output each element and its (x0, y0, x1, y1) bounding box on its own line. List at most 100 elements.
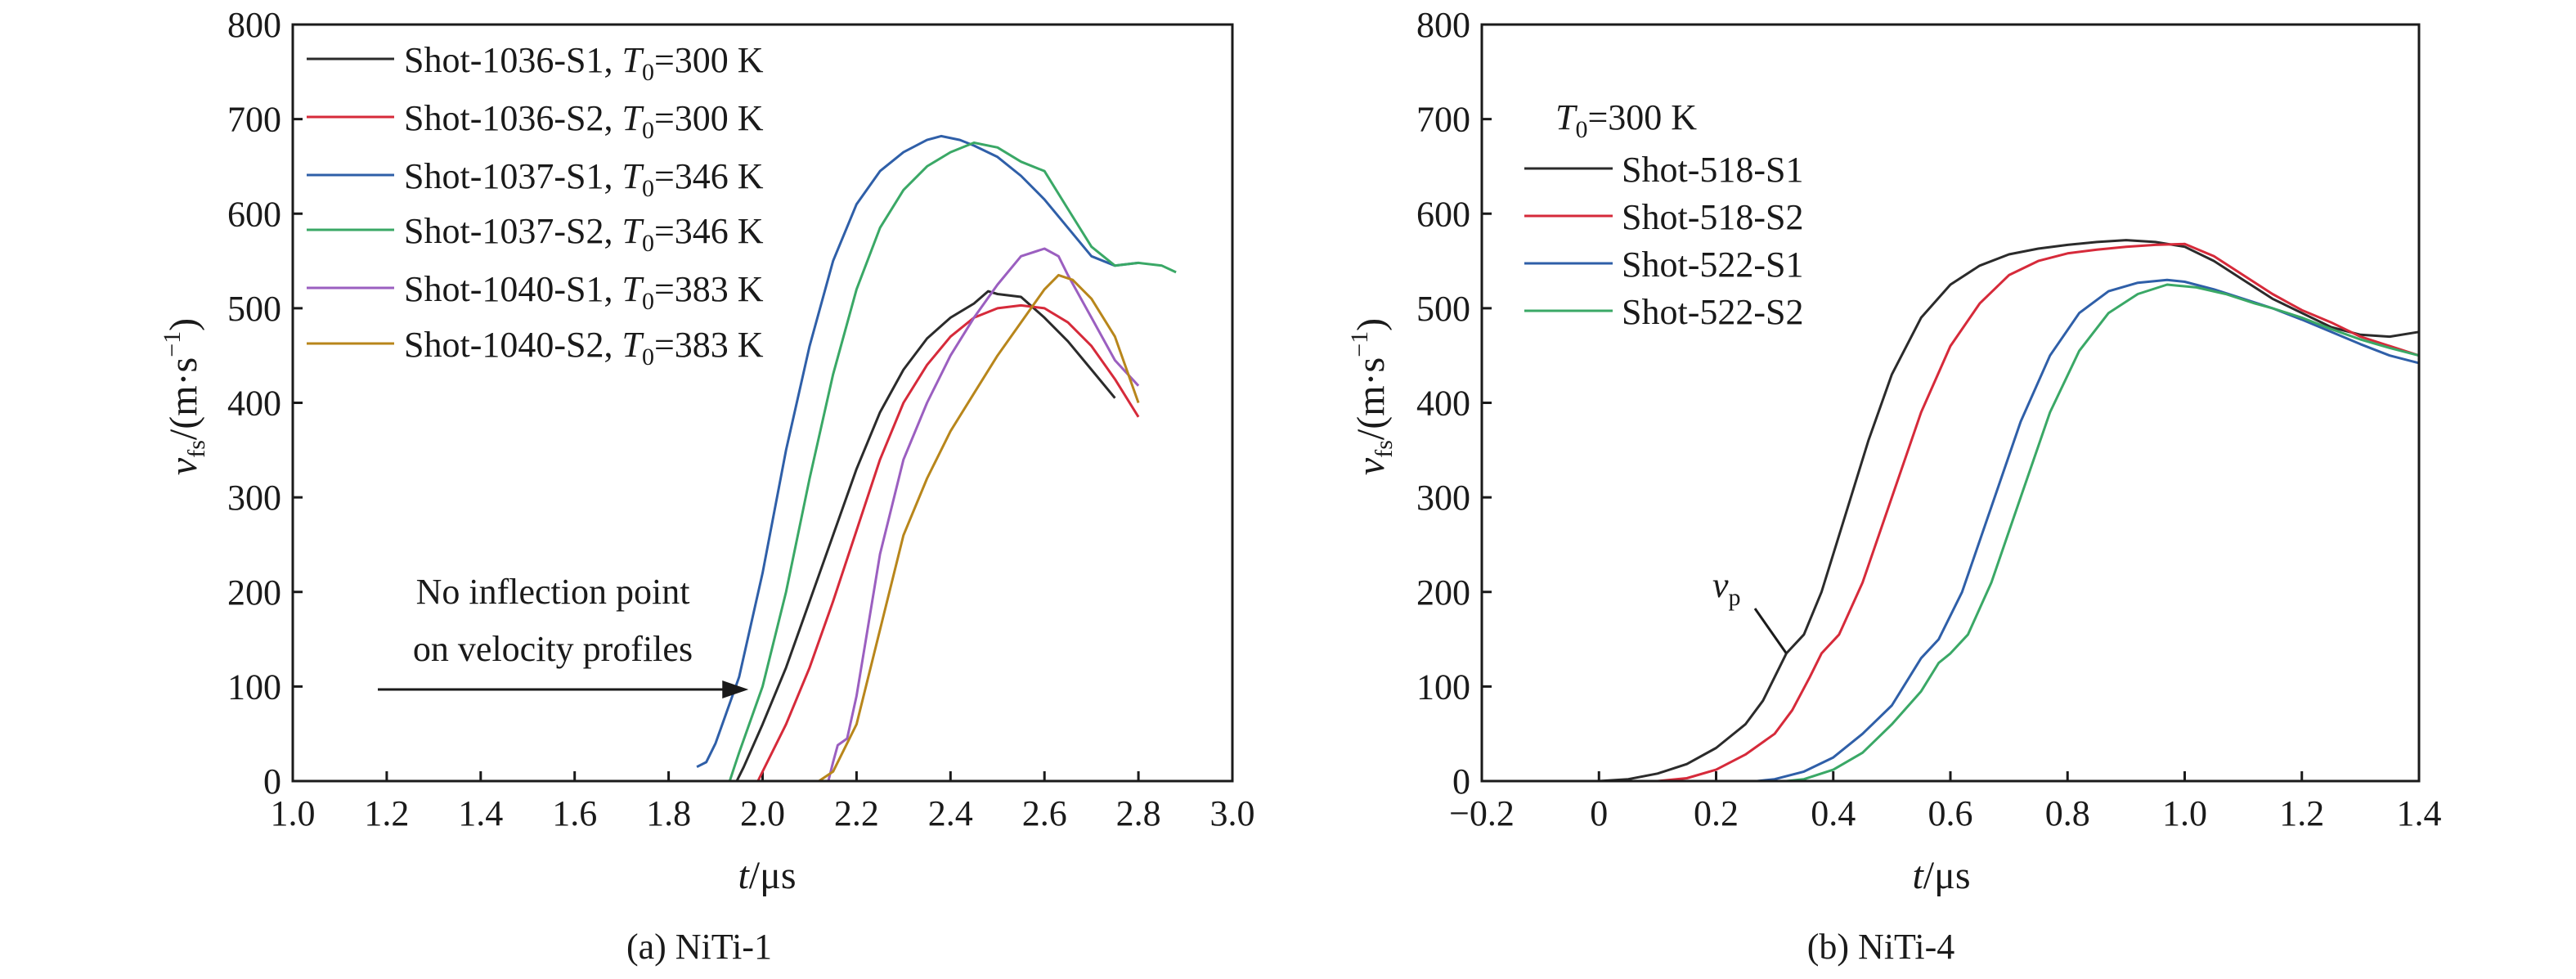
panel-b-annotation: vp (1712, 565, 1788, 654)
panel-b-x-tick-label-5: 0.8 (2045, 793, 2090, 833)
panel-a-x-tick-label-6: 2.2 (834, 793, 879, 833)
panel-a-y-tick-label-1: 100 (227, 667, 281, 707)
panel-a-y-tick-label-4: 400 (227, 384, 281, 424)
legend-item-shot-1040-s2: Shot-1040-S2, T0=383 K (307, 325, 764, 370)
panel-b-x-ticks: −0.2 0 0.2 0.4 0.6 0.8 1.0 1.2 1.4 (1449, 771, 2442, 833)
panel-a-x-tick-label-8: 2.6 (1022, 793, 1067, 833)
panel-b-y-ticks: 0 100 200 300 400 500 600 700 800 (1416, 5, 1492, 802)
panel-b-x-tick-label-7: 1.2 (2279, 793, 2324, 833)
svg-text:Shot-1040-S2, T0=383 K: Shot-1040-S2, T0=383 K (404, 325, 764, 370)
series-shot-1037-s1 (696, 134, 1139, 769)
legend-item-shot-1040-s1: Shot-1040-S1, T0=383 K (307, 269, 764, 315)
panel-a-x-tick-label-1: 1.2 (364, 793, 409, 833)
panel-b-x-tick-label-1: 0 (1590, 793, 1608, 833)
panel-b-x-tick-label-6: 1.0 (2162, 793, 2207, 833)
panel-a-legend: Shot-1036-S1, T0=300 K Shot-1036-S2, T0=… (307, 40, 764, 370)
legend-label-shot-1037-s1: Shot-1037-S1, (404, 156, 622, 196)
annotation-vp-pointer (1753, 608, 1788, 654)
legend-label-shot-522-s1: Shot-522-S1 (1622, 245, 1803, 285)
legend-title: T0=300 K (1555, 97, 1697, 143)
panel-a-x-tick-label-9: 2.8 (1116, 793, 1161, 833)
panel-b-x-tick-label-4: 0.6 (1928, 793, 1973, 833)
panel-b-y-tick-label-2: 200 (1416, 573, 1470, 613)
panel-b-x-tick-label-3: 0.4 (1811, 793, 1856, 833)
annotation-arrowhead (722, 680, 749, 698)
series-shot-1040-s1 (827, 247, 1140, 782)
panel-a-caption: (a) NiTi-1 (626, 927, 772, 967)
panel-b-legend: T0=300 K Shot-518-S1 Shot-518-S2 Shot-52… (1524, 97, 1803, 332)
panel-a-y-tick-label-7: 700 (227, 100, 281, 140)
panel-a-x-tick-label-3: 1.6 (552, 793, 597, 833)
panel-a-y-ticks: 0 100 200 300 400 500 600 700 800 (227, 5, 303, 802)
series-shot-1036-s2 (756, 303, 1140, 782)
legend-item-shot-518-s1: Shot-518-S1 (1524, 150, 1803, 190)
legend-item-shot-1037-s1: Shot-1037-S1, T0=346 K (307, 156, 764, 202)
panel-a-x-tick-label-10: 3.0 (1210, 793, 1255, 833)
series-shot-1037-s2 (728, 141, 1177, 782)
svg-text:Shot-1036-S1, T0=300 K: Shot-1036-S1, T0=300 K (404, 40, 764, 86)
legend-label-shot-1036-s1: Shot-1036-S1, (404, 40, 622, 80)
panel-a-x-tick-label-7: 2.4 (928, 793, 973, 833)
legend-label-shot-522-s2: Shot-522-S2 (1622, 292, 1803, 332)
legend-item-shot-522-s2: Shot-522-S2 (1524, 292, 1803, 332)
panel-a-x-tick-label-4: 1.8 (646, 793, 691, 833)
panel-a-y-tick-label-0: 0 (263, 761, 281, 802)
series-shot-522-s1 (1482, 278, 2420, 783)
annotation-line-2: on velocity profiles (413, 629, 693, 669)
panel-a-frame (291, 23, 1234, 783)
annotation-vp-label: vp (1712, 565, 1741, 611)
panel-a-x-tick-label-2: 1.4 (458, 793, 503, 833)
panel-b-x-axis-label: t/μs (1912, 854, 1970, 897)
legend-item-shot-1037-s2: Shot-1037-S2, T0=346 K (307, 211, 764, 257)
panel-a-y-tick-label-2: 200 (227, 573, 281, 613)
panel-a-x-ticks: 1.0 1.2 1.4 1.6 1.8 2.0 2.2 2.4 2.6 2.8 3.0 (271, 771, 1255, 833)
svg-text:Shot-1037-S2, T0=346 K: Shot-1037-S2, T0=346 K (404, 211, 764, 257)
series-shot-518-s2 (1482, 242, 2420, 783)
legend-label-shot-518-s1: Shot-518-S1 (1622, 150, 1803, 190)
panel-a-y-tick-label-5: 500 (227, 289, 281, 329)
panel-a-x-tick-label-0: 1.0 (271, 793, 316, 833)
panel-a-x-tick-label-5: 2.0 (740, 793, 785, 833)
panel-a-annotation: No inflection point on velocity profiles (378, 572, 749, 698)
panel-b-y-tick-label-8: 800 (1416, 5, 1470, 45)
panel-b-series (1482, 239, 2420, 783)
legend-label-shot-518-s2: Shot-518-S2 (1622, 197, 1803, 237)
panel-b-y-tick-label-6: 600 (1416, 194, 1470, 234)
panel-b-x-tick-label-0: −0.2 (1449, 793, 1515, 833)
series-shot-1040-s2 (818, 273, 1140, 783)
legend-label-shot-1040-s2: Shot-1040-S2, (404, 325, 622, 365)
panel-a-series (696, 134, 1177, 783)
svg-text:Shot-1037-S1, T0=346 K: Shot-1037-S1, T0=346 K (404, 156, 764, 202)
legend-label-shot-1040-s1: Shot-1040-S1, (404, 269, 622, 309)
panel-b-y-tick-label-1: 100 (1416, 667, 1470, 707)
legend-item-shot-1036-s1: Shot-1036-S1, T0=300 K (307, 40, 764, 86)
panel-b-y-tick-label-7: 700 (1416, 100, 1470, 140)
panel-b-caption: (b) NiTi-4 (1807, 927, 1955, 967)
legend-item-shot-522-s1: Shot-522-S1 (1524, 245, 1803, 285)
series-shot-522-s2 (1482, 283, 2420, 783)
legend-item-shot-1036-s2: Shot-1036-S2, T0=300 K (307, 98, 764, 144)
panel-a-y-tick-label-6: 600 (227, 194, 281, 234)
legend-label-shot-1037-s2: Shot-1037-S2, (404, 211, 622, 251)
panel-a-x-axis-label: t/μs (738, 854, 796, 897)
legend-label-shot-1036-s2: Shot-1036-S2, (404, 98, 622, 138)
panel-a-y-tick-label-3: 300 (227, 478, 281, 518)
legend-item-shot-518-s2: Shot-518-S2 (1524, 197, 1803, 237)
panel-b-y-tick-label-3: 300 (1416, 478, 1470, 518)
panel-b-y-tick-label-5: 500 (1416, 289, 1470, 329)
svg-text:Shot-1036-S2, T0=300 K: Shot-1036-S2, T0=300 K (404, 98, 764, 144)
annotation-line-1: No inflection point (416, 572, 690, 612)
panel-a-y-axis-label: vfs/(m·s−1) (159, 318, 210, 475)
panel-b-x-tick-label-8: 1.4 (2397, 793, 2442, 833)
panel-b-y-tick-label-4: 400 (1416, 384, 1470, 424)
panel-b-y-tick-label-0: 0 (1452, 761, 1470, 802)
series-shot-1036-s1 (735, 290, 1116, 782)
panel-a-y-tick-label-8: 800 (227, 5, 281, 45)
series-shot-518-s1 (1482, 239, 2420, 783)
svg-text:Shot-1040-S1, T0=383 K: Shot-1040-S1, T0=383 K (404, 269, 764, 315)
panel-b-frame (1480, 23, 2421, 783)
panel-b-x-tick-label-2: 0.2 (1694, 793, 1739, 833)
